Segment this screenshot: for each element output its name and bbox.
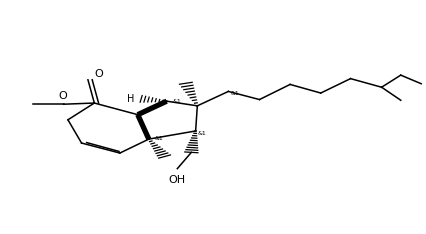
Text: &1: &1 — [172, 99, 181, 104]
Text: O: O — [58, 91, 67, 101]
Text: O: O — [94, 69, 103, 79]
Text: &1: &1 — [230, 91, 239, 96]
Text: &1: &1 — [197, 131, 206, 136]
Text: &1: &1 — [154, 136, 163, 141]
Text: OH: OH — [168, 175, 185, 185]
Text: H: H — [126, 94, 134, 104]
